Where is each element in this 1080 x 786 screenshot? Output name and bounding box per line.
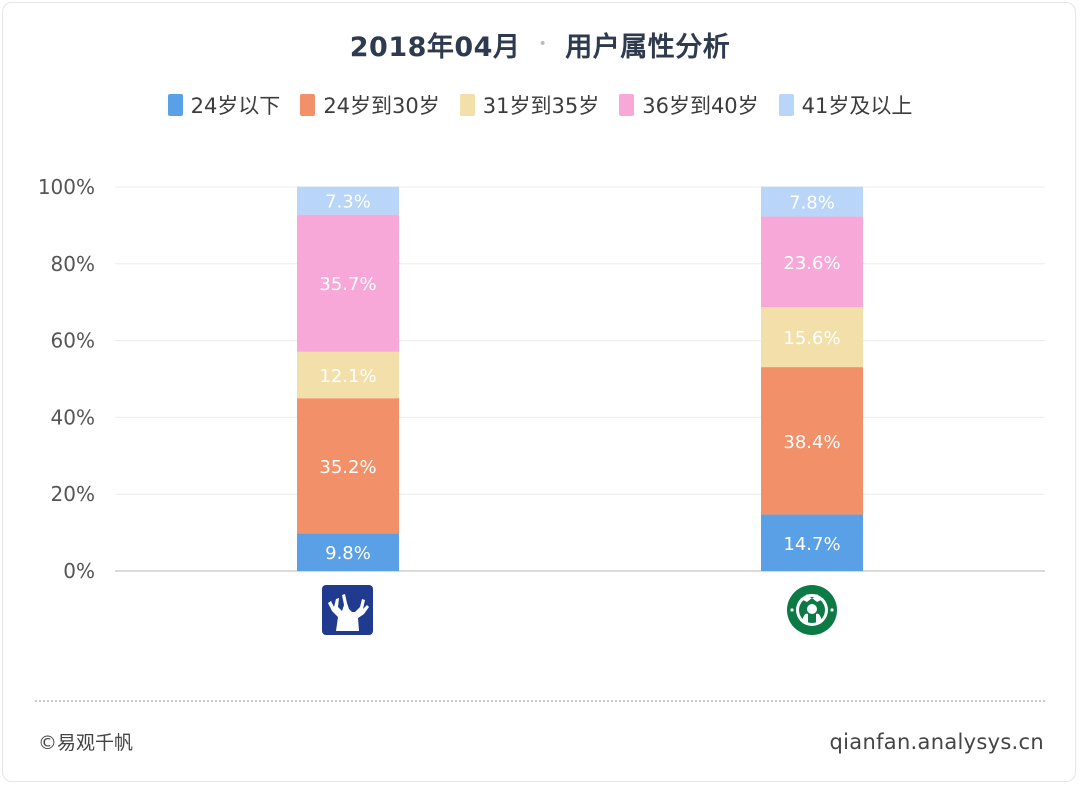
legend-label: 31岁到35岁 xyxy=(482,94,600,118)
bar-segment[interactable] xyxy=(297,351,399,399)
bar-data-label: 35.2% xyxy=(319,457,376,478)
legend-label: 24岁以下 xyxy=(190,94,281,118)
title-separator: • xyxy=(538,36,548,52)
grid-lines xyxy=(115,186,1045,572)
source-credit: ©易观千帆 xyxy=(38,732,134,754)
footer-divider xyxy=(35,700,1045,702)
legend-label: 41岁及以上 xyxy=(801,94,913,118)
stacked-bar-chart: 0% 20% 40% 60% 80% 100% 9.8% 35.2% 12.1% 35.7% 7.… xyxy=(38,175,1045,635)
bar-data-label: 7.8% xyxy=(789,193,835,214)
legend-item-31-to-35[interactable]: 31岁到35岁 xyxy=(459,90,600,120)
y-tick-label: 0% xyxy=(63,559,95,583)
bar-segment[interactable] xyxy=(297,214,399,352)
bar-data-label: 38.4% xyxy=(783,432,840,453)
y-tick-label: 60% xyxy=(51,329,95,353)
legend-swatch xyxy=(167,94,183,116)
bar-segment[interactable] xyxy=(761,307,863,368)
legend-swatch xyxy=(619,94,635,116)
bar-data-label: 9.8% xyxy=(325,543,371,564)
legend-item-36-to-40[interactable]: 36岁到40岁 xyxy=(619,90,759,120)
bar-segment[interactable] xyxy=(297,533,399,571)
legend-swatch xyxy=(778,94,794,116)
legend-item-under-24[interactable]: 24岁以下 xyxy=(167,90,281,120)
bar-segment[interactable] xyxy=(297,186,399,215)
y-tick-label: 80% xyxy=(51,252,95,276)
bar-data-label: 15.6% xyxy=(783,328,840,349)
legend-label: 24岁到30岁 xyxy=(323,94,440,118)
bar-segment[interactable] xyxy=(761,367,863,515)
title-subject: 用户属性分析 xyxy=(565,31,731,63)
chart-legend: 24岁以下 24岁到30岁 31岁到35岁 36岁到40岁 41岁及以上 xyxy=(0,88,1080,122)
bar-data-label: 12.1% xyxy=(319,366,376,387)
deer-logo-icon xyxy=(322,585,373,635)
bar-series: 9.8% 35.2% 12.1% 35.7% 7.3% 14.7% 38.4% 15.6% 23… xyxy=(297,186,863,571)
legend-item-over-41[interactable]: 41岁及以上 xyxy=(778,90,913,120)
y-tick-label: 100% xyxy=(38,175,95,199)
chart-title: 2018年04月 • 用户属性分析 xyxy=(0,24,1080,64)
y-tick-label: 20% xyxy=(51,482,95,506)
bar-data-label: 14.7% xyxy=(783,534,840,555)
bar-data-label: 35.7% xyxy=(319,274,376,295)
bar-segment[interactable] xyxy=(297,398,399,534)
bar-segment[interactable] xyxy=(761,186,863,217)
bar-data-label: 23.6% xyxy=(783,253,840,274)
starbucks-siren-logo-icon xyxy=(787,585,837,635)
bar-data-label: 7.3% xyxy=(325,192,371,213)
legend-item-24-to-30[interactable]: 24岁到30岁 xyxy=(300,90,440,120)
bar-segment[interactable] xyxy=(761,216,863,308)
y-tick-label: 40% xyxy=(51,405,95,429)
bar-segment[interactable] xyxy=(761,514,863,571)
source-url[interactable]: qianfan.analysys.cn xyxy=(829,730,1044,754)
legend-swatch xyxy=(300,94,316,116)
title-date: 2018年04月 xyxy=(349,31,521,63)
legend-swatch xyxy=(459,94,475,116)
legend-label: 36岁到40岁 xyxy=(642,94,759,118)
category-logos xyxy=(322,585,837,635)
y-axis-ticks: 0% 20% 40% 60% 80% 100% xyxy=(38,175,95,583)
